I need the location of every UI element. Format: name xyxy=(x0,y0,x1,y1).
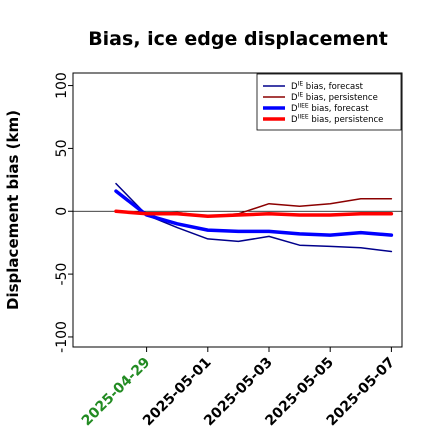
x-ticks: 2025-04-292025-05-012025-05-032025-05-05… xyxy=(79,347,398,429)
y-tick-label: 0 xyxy=(54,207,70,216)
plot-frame xyxy=(72,72,403,348)
series-layer xyxy=(114,182,394,253)
y-tick-label: -50 xyxy=(54,263,70,286)
y-tick-label: 100 xyxy=(54,72,70,99)
y-tick-label: 50 xyxy=(54,139,70,157)
series-line-4 xyxy=(114,209,394,219)
legend-label: DIE bias, forecast xyxy=(291,81,364,93)
legend-label: DIIEE bias, forecast xyxy=(291,103,369,115)
series-line-1 xyxy=(115,182,393,253)
chart-title: Bias, ice edge displacement xyxy=(88,28,388,50)
y-ticks: -100 -50 0 50 100 xyxy=(54,72,73,353)
legend-label: DIE bias, persistence xyxy=(291,92,378,104)
y-tick-label: -100 xyxy=(54,321,70,353)
series-line-3 xyxy=(114,189,394,237)
legend-label: DIIEE bias, persistence xyxy=(291,114,383,126)
y-axis-label: Displacement bias (km) xyxy=(4,110,22,310)
